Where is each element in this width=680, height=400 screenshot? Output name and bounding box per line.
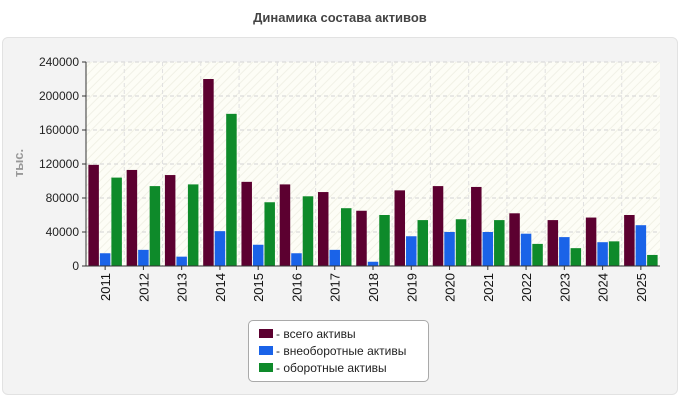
x-tick-label: 2011 xyxy=(98,273,113,301)
bar xyxy=(264,202,275,266)
bar xyxy=(367,261,379,266)
y-tick-label: 200000 xyxy=(39,89,79,103)
bar xyxy=(203,79,214,266)
y-axis-label: тыс. xyxy=(11,149,26,177)
bar xyxy=(302,196,314,266)
bar xyxy=(624,215,635,266)
bar xyxy=(252,244,264,266)
bar xyxy=(279,184,291,266)
bar xyxy=(608,241,620,266)
bar xyxy=(494,220,505,266)
y-tick-label: 120000 xyxy=(39,157,79,171)
bar xyxy=(126,169,138,266)
legend-label-noncurrent: - внеоборотные активы xyxy=(276,343,407,358)
y-tick-label: 0 xyxy=(72,259,79,273)
bar xyxy=(406,236,417,266)
x-tick-label: 2014 xyxy=(213,273,228,302)
x-tick-label: 2019 xyxy=(404,273,419,302)
y-tick-label: 160000 xyxy=(39,123,79,137)
legend-swatch-total xyxy=(259,329,273,338)
x-tick-label: 2021 xyxy=(481,273,496,302)
bar xyxy=(509,213,520,266)
legend-swatch-current xyxy=(259,363,273,372)
bar xyxy=(394,190,406,266)
bar xyxy=(379,215,390,266)
bar xyxy=(471,186,482,266)
x-tick-label: 2025 xyxy=(634,273,649,302)
bar xyxy=(317,192,329,266)
legend-item-current: - оборотные активы xyxy=(259,359,428,376)
y-tick-label: 40000 xyxy=(46,225,80,239)
bar xyxy=(482,232,494,266)
bar xyxy=(138,249,149,266)
bar xyxy=(417,220,429,266)
legend-label-total: - всего активы xyxy=(276,326,356,341)
bar xyxy=(585,217,597,266)
bar xyxy=(432,186,444,266)
x-tick-label: 2012 xyxy=(136,273,151,302)
bar xyxy=(99,253,111,266)
bar xyxy=(241,181,252,266)
bar xyxy=(547,220,559,266)
bar xyxy=(597,242,608,266)
bar xyxy=(356,210,367,266)
x-tick-label: 2017 xyxy=(328,273,343,302)
x-tick-label: 2020 xyxy=(443,273,458,302)
bar xyxy=(635,225,647,266)
bar xyxy=(329,249,340,266)
bar xyxy=(455,219,467,266)
legend-item-noncurrent: - внеоборотные активы xyxy=(259,342,428,359)
x-tick-label: 2016 xyxy=(289,273,304,302)
bar xyxy=(340,208,352,266)
legend-swatch-noncurrent xyxy=(259,346,273,355)
x-tick-label: 2023 xyxy=(557,273,572,302)
x-tick-label: 2022 xyxy=(519,273,534,302)
bar xyxy=(149,186,161,266)
bar xyxy=(164,175,176,266)
bar xyxy=(176,256,187,266)
bar xyxy=(111,177,122,266)
bar xyxy=(532,243,543,266)
y-tick-label: 80000 xyxy=(46,191,80,205)
bar xyxy=(88,164,99,266)
legend-label-current: - оборотные активы xyxy=(276,360,387,375)
x-tick-label: 2024 xyxy=(596,273,611,302)
bar xyxy=(647,254,658,266)
x-tick-label: 2018 xyxy=(366,273,381,302)
y-tick-label: 240000 xyxy=(39,55,79,69)
x-tick-label: 2013 xyxy=(175,273,190,302)
legend-item-total: - всего активы xyxy=(259,325,428,342)
chart-title: Динамика состава активов xyxy=(253,10,427,25)
bar xyxy=(559,237,570,266)
bar xyxy=(214,231,226,266)
bar xyxy=(570,248,582,266)
x-tick-label: 2015 xyxy=(251,273,266,302)
bar xyxy=(291,253,302,266)
chart-legend: - всего активы - внеоборотные активы - о… xyxy=(248,320,429,382)
bar xyxy=(444,232,455,266)
bar xyxy=(226,113,237,266)
bar xyxy=(520,233,532,266)
bar xyxy=(187,184,199,266)
